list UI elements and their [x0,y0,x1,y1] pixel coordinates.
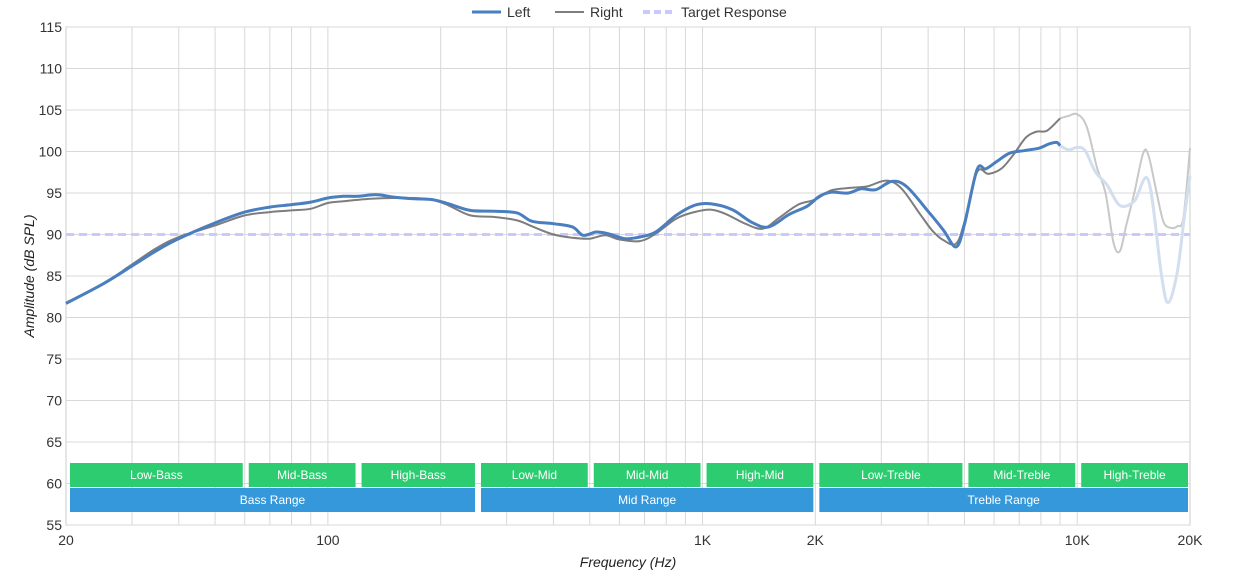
grid [65,26,1191,526]
sub-band-label: Low-Treble [861,468,921,482]
sub-band [819,463,963,487]
y-tick-label: 115 [40,19,63,35]
sub-band-label: Low-Mid [512,468,557,482]
sub-band [706,463,814,487]
series-left-faded [1059,144,1192,305]
y-tick-label: 85 [46,268,62,284]
range-band [70,488,475,512]
sub-band [1081,463,1188,487]
sub-band [248,463,356,487]
x-tick-label: 1K [694,532,712,548]
y-tick-label: 95 [46,185,62,201]
legend-label-left: Left [507,4,530,20]
sub-band [968,463,1076,487]
x-tick-label: 20 [58,532,74,548]
y-tick-label: 80 [46,310,62,326]
sub-band-label: High-Bass [391,468,446,482]
range-band-label: Bass Range [240,493,306,507]
sub-band [70,463,243,487]
series-right-faded [1059,112,1191,254]
legend-label-target: Target Response [681,4,787,20]
x-tick-label: 20K [1178,532,1204,548]
sub-band-label: Mid-Treble [993,468,1050,482]
sub-band-label: Low-Bass [130,468,183,482]
x-tick-label: 10K [1065,532,1091,548]
y-tick-label: 110 [40,61,63,77]
legend-item-target[interactable]: Target Response [643,4,787,20]
sub-band-label: Mid-Bass [277,468,327,482]
legend-item-left[interactable]: Left [472,4,530,20]
series-lines [65,112,1192,305]
y-axis: 55 60 65 70 75 80 85 90 95 100 105 110 115 [39,19,63,533]
y-tick-label: 100 [39,144,63,160]
y-tick-label: 55 [46,517,62,533]
legend: Left Right Target Response [472,4,787,20]
y-tick-label: 60 [46,476,62,492]
sub-band-label: Mid-Mid [626,468,669,482]
sub-band [593,463,701,487]
y-axis-title: Amplitude (dB SPL) [21,215,37,339]
range-band-label: Mid Range [618,493,676,507]
x-axis-title: Frequency (Hz) [580,554,676,570]
y-tick-label: 65 [46,434,62,450]
legend-label-right: Right [590,4,623,20]
x-tick-label: 100 [316,532,340,548]
y-tick-label: 90 [46,227,62,243]
y-tick-label: 75 [46,351,62,367]
y-tick-label: 105 [39,102,63,118]
frequency-bands: Low-Bass Mid-Bass High-Bass Low-Mid Mid-Mid H… [70,463,1188,512]
y-tick-label: 70 [46,393,62,409]
sub-band [480,463,588,487]
sub-band [361,463,475,487]
series-left [65,140,1062,305]
legend-item-right[interactable]: Right [555,4,623,20]
x-axis: 20 100 1K 2K 10K 20K [58,532,1203,548]
range-band [480,488,814,512]
sub-band-label: High-Treble [1103,468,1166,482]
x-tick-label: 2K [807,532,825,548]
range-band-label: Treble Range [968,493,1041,507]
range-band [819,488,1188,512]
sub-band-label: High-Mid [736,468,784,482]
